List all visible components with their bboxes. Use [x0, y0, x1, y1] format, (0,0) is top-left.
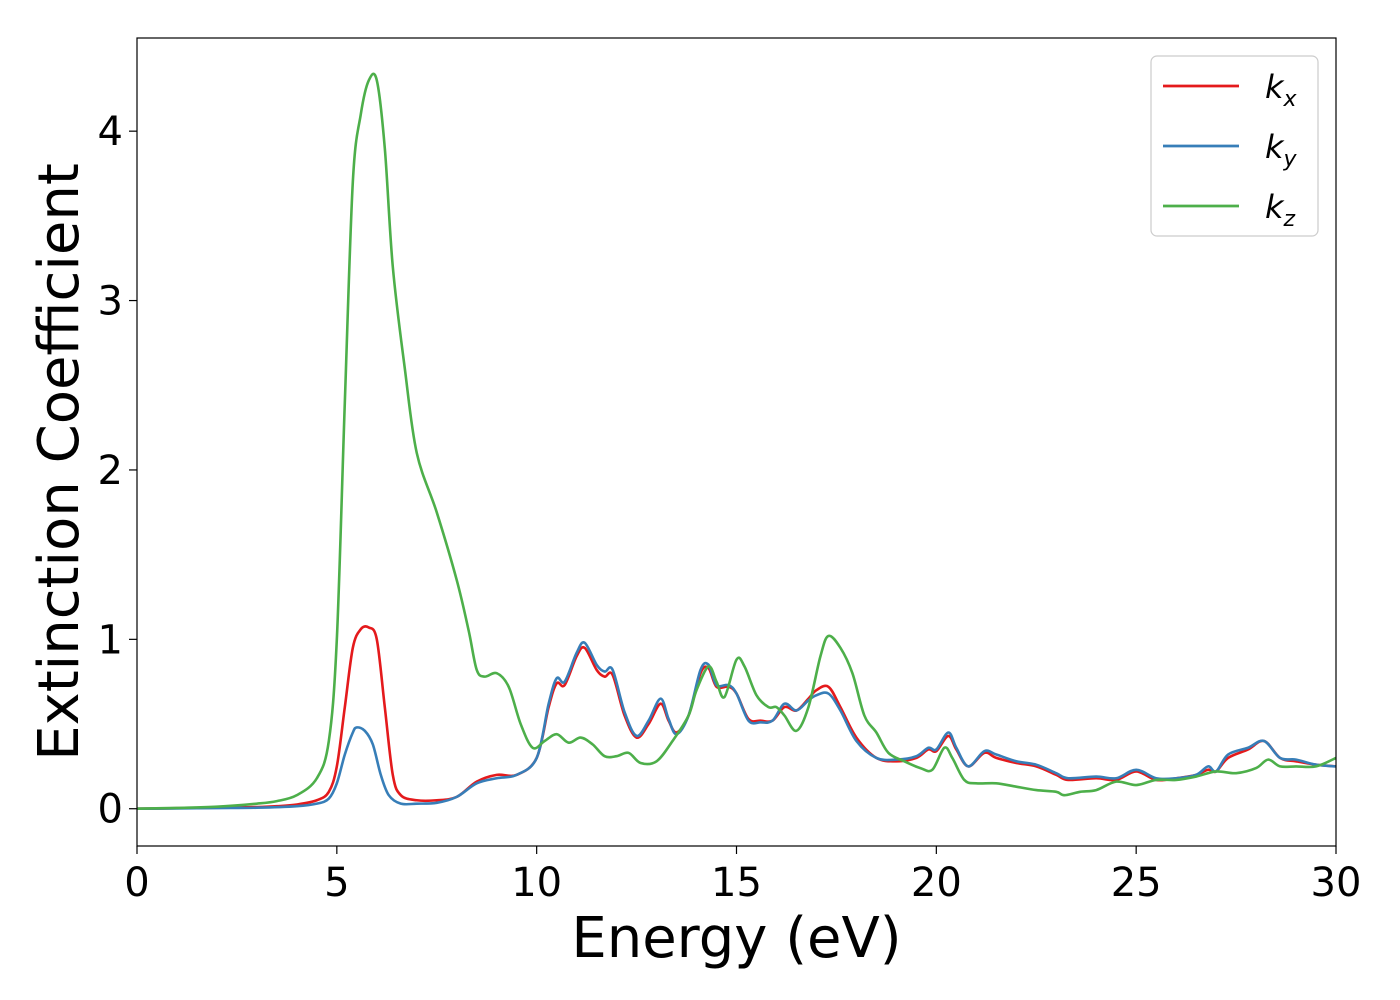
x-tick-label: 0 — [124, 860, 149, 906]
x-tick-label: 5 — [324, 860, 349, 906]
y-tick-label: 0 — [98, 787, 123, 833]
x-tick-label: 15 — [711, 860, 762, 906]
series-line-kz — [137, 72, 1336, 811]
x-tick-label: 10 — [511, 860, 562, 906]
series-line-ky — [137, 641, 1336, 811]
y-tick-label: 1 — [98, 617, 123, 663]
y-axis-title: Extinction Coefficient — [27, 163, 92, 761]
y-axis: 0 1 2 3 4 — [98, 109, 137, 833]
series-line-kx — [137, 625, 1336, 811]
x-axis: 0 5 10 15 20 25 30 — [124, 846, 1361, 906]
x-axis-title: Energy (eV) — [571, 906, 901, 971]
series-layer — [137, 72, 1336, 811]
legend-label-ky: ky — [1265, 128, 1298, 172]
legend: kx ky kz — [1150, 55, 1319, 237]
legend-label-kx: kx — [1265, 68, 1298, 112]
legend-label-kz: kz — [1265, 188, 1296, 232]
x-tick-label: 25 — [1111, 860, 1162, 906]
x-tick-label: 30 — [1311, 860, 1362, 906]
y-tick-label: 4 — [98, 109, 123, 155]
x-tick-label: 20 — [911, 860, 962, 906]
y-tick-label: 2 — [98, 448, 123, 494]
y-tick-label: 3 — [98, 279, 123, 325]
